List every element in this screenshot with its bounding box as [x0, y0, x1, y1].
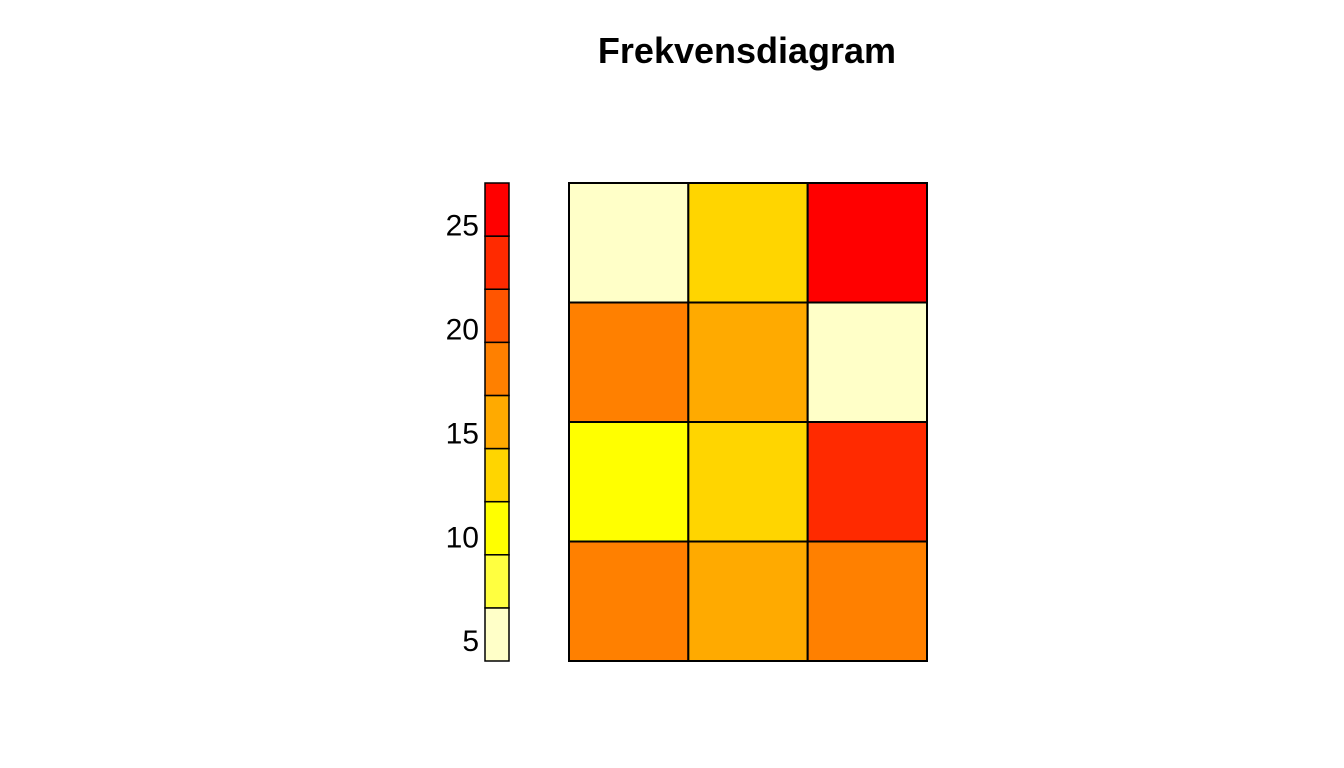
legend-swatch	[484, 554, 510, 609]
heatmap-cell	[568, 182, 690, 304]
legend-swatch	[484, 288, 510, 344]
heatmap-cell	[687, 182, 809, 304]
legend-swatch	[484, 500, 510, 556]
legend-tick-label: 15	[446, 417, 479, 450]
heatmap-cell	[687, 540, 809, 662]
legend-swatch	[484, 607, 510, 662]
legend-tick-label: 10	[446, 521, 479, 554]
heatmap-cell	[687, 421, 809, 543]
heatmap-cell	[568, 301, 690, 423]
legend-swatch	[484, 182, 510, 237]
heatmap-cell	[806, 301, 929, 423]
legend-swatch	[484, 447, 510, 503]
legend-swatch	[484, 341, 510, 397]
heatmap-cell	[806, 540, 929, 662]
heatmap-cell	[568, 421, 690, 543]
heatmap-cell	[568, 540, 690, 662]
legend-tick-label: 20	[446, 313, 479, 346]
legend-swatch	[484, 235, 510, 290]
heatmap-cell	[687, 301, 809, 423]
chart-title: Frekvensdiagram	[597, 30, 897, 71]
legend-tick-label: 5	[462, 625, 479, 658]
legend-swatch	[484, 394, 510, 450]
legend-tick-label: 25	[446, 210, 479, 243]
heatmap-cell	[806, 421, 929, 543]
heatmap-cell	[806, 182, 929, 304]
